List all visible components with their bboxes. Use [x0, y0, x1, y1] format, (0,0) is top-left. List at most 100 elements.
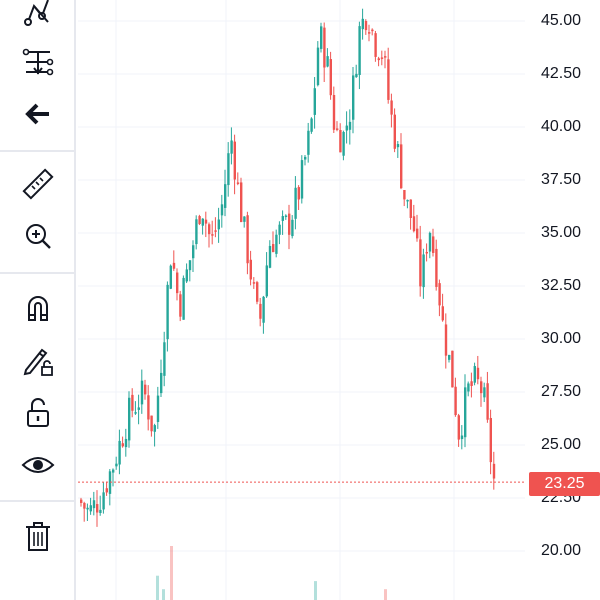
candle-body: [313, 88, 316, 115]
candle-body: [467, 383, 470, 392]
candle-body: [329, 59, 332, 96]
trash-icon: [26, 522, 50, 551]
toolbar-separator: [0, 500, 74, 502]
candle-body: [316, 47, 320, 86]
pattern-tool-button[interactable]: [8, 0, 68, 32]
candle-body: [166, 284, 169, 340]
candle-body: [198, 216, 201, 225]
candle-body: [240, 182, 243, 222]
candle-body: [291, 219, 294, 237]
candle-body: [192, 245, 195, 259]
candle-body: [416, 228, 419, 239]
candle-body: [262, 296, 265, 323]
volume-bar: [384, 589, 387, 600]
candle-body: [304, 156, 307, 160]
price-tick-label: 32.50: [541, 277, 582, 294]
candle-body: [201, 218, 204, 226]
candle-body: [220, 204, 224, 216]
candle-body: [249, 259, 252, 280]
candle-body: [115, 463, 118, 467]
price-tick-label: 20.00: [541, 542, 582, 559]
candle-body: [380, 57, 384, 59]
candle-body: [457, 415, 460, 440]
candle-body: [131, 394, 134, 411]
back-arrow-icon: [25, 103, 49, 125]
candle-body: [172, 262, 176, 269]
toolbar-separator: [0, 272, 74, 274]
candle-body: [387, 59, 390, 100]
remove-drawings-button[interactable]: [8, 514, 68, 558]
candle-body: [409, 199, 412, 218]
candle-body: [403, 189, 406, 200]
candle-body: [348, 121, 352, 130]
zoom-in-button[interactable]: [8, 214, 68, 258]
candle-body: [310, 118, 313, 132]
candle-body: [227, 153, 230, 186]
candle-body: [214, 230, 217, 232]
price-axis[interactable]: 45.00 42.50 40.00 37.50 35.00 32.50 30.00 27.50…: [525, 0, 600, 600]
candle-body: [179, 294, 182, 317]
candle-body: [233, 141, 236, 180]
candle-body: [425, 251, 428, 254]
candle-body: [441, 306, 444, 321]
candle-body: [480, 381, 483, 394]
forecast-tool-button[interactable]: [8, 40, 68, 84]
candle-body: [278, 224, 281, 235]
unlock-button[interactable]: [8, 390, 68, 434]
candle-body: [464, 387, 467, 438]
candle-body: [108, 471, 112, 494]
candle-body: [294, 187, 297, 219]
lock-drawings-button[interactable]: [8, 338, 68, 382]
candle-body: [86, 507, 89, 510]
candle-body: [486, 383, 489, 420]
candle-body: [300, 160, 304, 199]
candle-body: [96, 504, 99, 513]
ruler-button[interactable]: [8, 162, 68, 206]
candle-body: [364, 20, 368, 31]
candle-body: [195, 219, 198, 245]
candle-body: [326, 56, 329, 67]
candle-body: [118, 440, 121, 465]
chart-pane[interactable]: [78, 0, 525, 600]
hide-drawings-button[interactable]: [8, 443, 68, 487]
candle-body: [352, 75, 355, 120]
candle-body: [230, 140, 233, 154]
candle-body: [224, 184, 227, 208]
candle-body: [150, 415, 153, 432]
candle-body: [80, 499, 83, 503]
candle-body: [92, 500, 96, 509]
candle-body: [182, 277, 185, 320]
price-tick-label: 45.00: [541, 12, 582, 29]
candle-body: [358, 26, 361, 75]
magnet-button[interactable]: [8, 286, 68, 330]
drawing-toolbar: [0, 0, 76, 600]
candle-body: [265, 265, 268, 297]
candlestick-chart[interactable]: [78, 0, 525, 600]
candle-body: [288, 213, 291, 235]
candle-body: [307, 130, 310, 155]
candle-body: [371, 29, 374, 32]
candle-body: [105, 488, 108, 493]
candle-body: [112, 469, 115, 473]
candle-body: [275, 234, 278, 254]
candle-body: [217, 219, 220, 230]
candle-body: [323, 27, 326, 68]
candle-body: [368, 32, 371, 34]
candle-body: [121, 443, 124, 447]
candle-body: [320, 26, 323, 49]
price-tick-label: 30.00: [541, 330, 582, 347]
back-button[interactable]: [8, 92, 68, 136]
candle-body: [268, 245, 272, 268]
ruler-icon: [22, 168, 54, 200]
candle-body: [406, 199, 409, 202]
candle-body: [438, 283, 441, 306]
magnet-icon: [28, 296, 48, 321]
candle-body: [102, 492, 105, 510]
candle-body: [451, 350, 454, 388]
candle-body: [297, 187, 300, 200]
candle-body: [489, 417, 492, 463]
candle-body: [355, 73, 358, 78]
candle-body: [470, 381, 473, 386]
pattern-tool-icon: [24, 0, 49, 26]
candle-body: [492, 463, 496, 479]
